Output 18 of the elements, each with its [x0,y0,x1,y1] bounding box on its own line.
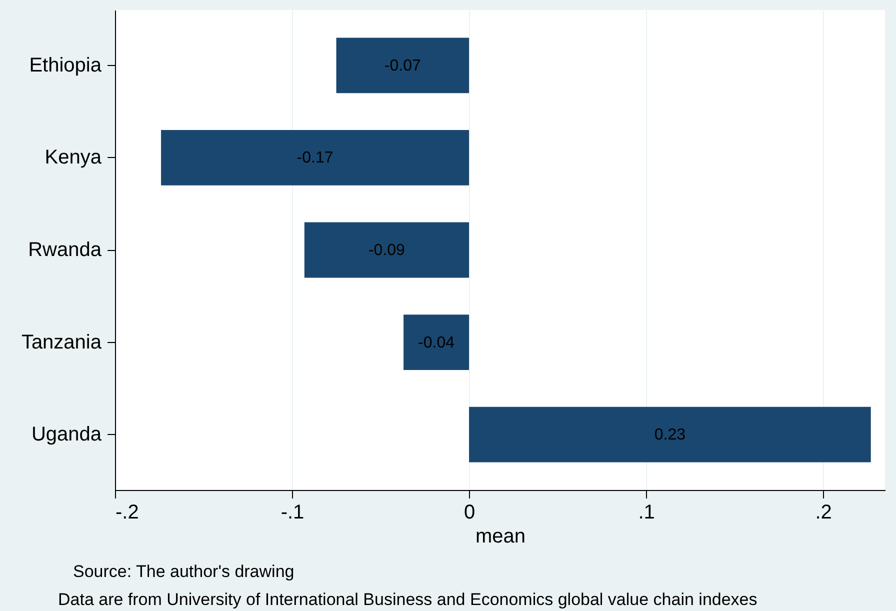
y-tick-label: Kenya [44,146,102,169]
y-tick-label: Tanzania [21,331,102,354]
source-note: Source: The author's drawing [73,562,294,581]
data-label: -0.09 [368,242,406,259]
y-tick-label: Rwanda [28,239,102,261]
data-label: 0.23 [654,426,686,444]
x-tick-label: 0 [464,502,476,524]
text: Data are from University of International Business and Economics global value chain indexes [58,590,758,609]
x-tick-label: .2 [815,502,832,524]
y-tick-label: Uganda [31,424,102,446]
data-label: -0.17 [296,150,334,167]
x-tick-label: .1 [638,502,655,524]
data-label: -0.04 [418,334,455,352]
x-tick-label: -.2 [116,502,139,524]
x-axis-title: mean [475,526,526,548]
y-tick-label: Ethiopia [29,54,102,76]
data-label: -0.07 [384,57,421,74]
x-tick-label: -.1 [280,502,304,524]
